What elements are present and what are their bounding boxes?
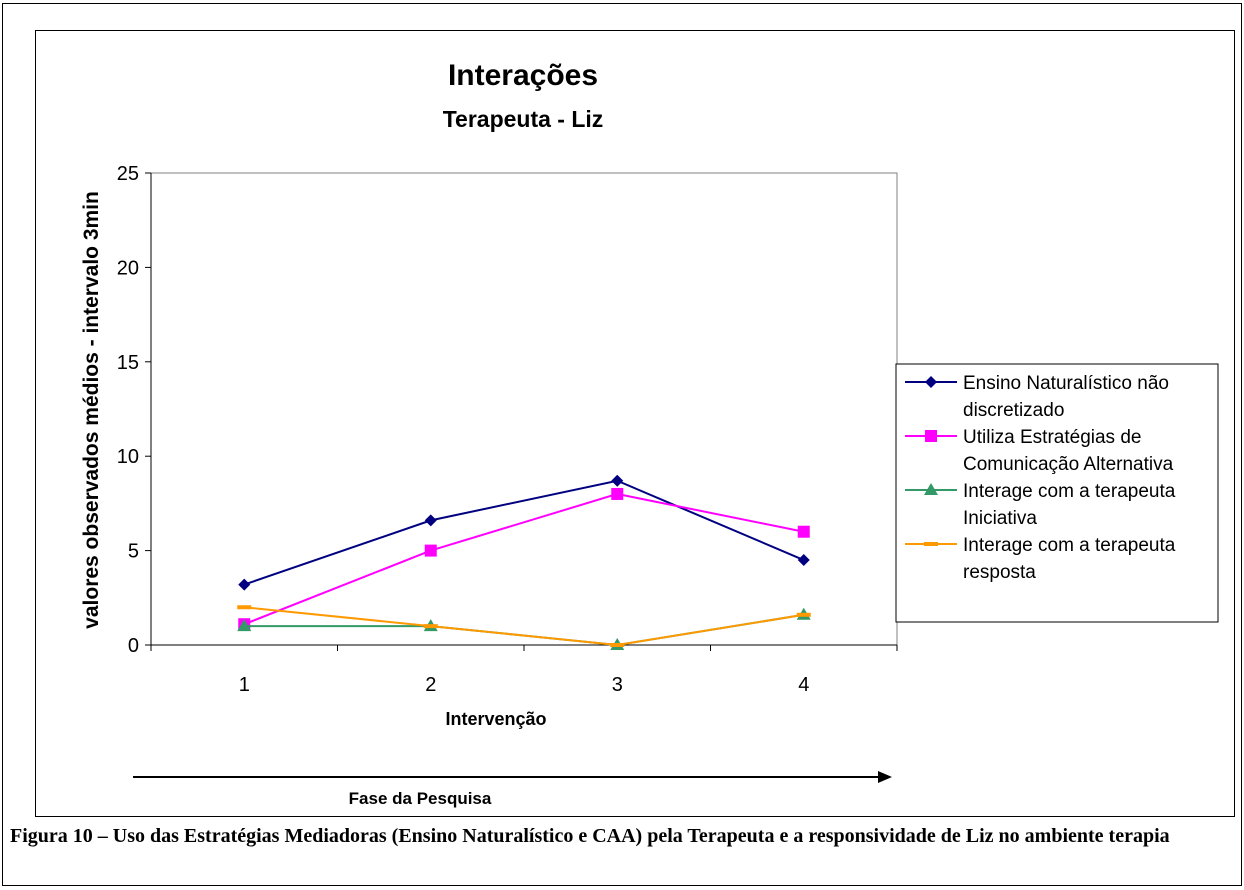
series-1-point [424, 514, 437, 527]
series-2-line [243, 492, 804, 626]
y-axis-label: valores observados médios - intervalo 3m… [80, 191, 103, 629]
legend-label-4: Interage com a terapeuta [963, 535, 1176, 556]
series-4-point [423, 624, 438, 629]
x-tick-label: 1 [239, 674, 250, 696]
series-3-line [244, 613, 804, 647]
phase-arrow [133, 771, 892, 783]
x-axis-label: Intervenção [445, 709, 546, 729]
series-4-line [244, 606, 804, 647]
y-tick-label: 15 [117, 352, 139, 374]
phase-label: Fase da Pesquisa [349, 789, 492, 808]
legend-marker-2 [925, 430, 937, 442]
legend-label-3: Interage com a terapeuta [963, 481, 1176, 502]
legend-label-2: Utiliza Estratégias de [963, 427, 1141, 448]
y-tick-label: 5 [128, 541, 139, 563]
legend-label-3: Iniciativa [963, 508, 1037, 529]
series-4 [237, 605, 811, 647]
y-axis: 0 5 10 15 20 25 [117, 163, 152, 657]
series-4-point [796, 612, 811, 617]
x-tick-label: 4 [798, 674, 809, 696]
series-1-point [797, 554, 810, 567]
series-1-line [243, 479, 805, 586]
x-tick-label: 3 [612, 674, 623, 696]
legend-marker-1 [925, 376, 937, 388]
y-tick-label: 25 [117, 163, 139, 185]
legend-marker-3 [924, 483, 938, 495]
legend-box [895, 363, 1219, 623]
chart-frame [35, 30, 1235, 817]
legend-label-2: Comunicação Alternativa [963, 454, 1174, 475]
legend: Ensino Naturalístico não discretizado Util… [905, 373, 1176, 583]
series-1 [238, 474, 810, 591]
legend-label-1: Ensino Naturalístico não [963, 373, 1169, 394]
series-3-point [237, 619, 252, 632]
series-2-point [797, 525, 810, 538]
series-2-point [611, 487, 624, 500]
series-2 [238, 487, 810, 631]
y-tick-label: 0 [128, 635, 139, 657]
series-4-point [610, 643, 625, 647]
line-chart: Interações Terapeuta - Liz 0 5 10 15 20 25 1 2… [80, 59, 1219, 808]
legend-label-1: discretizado [963, 400, 1064, 421]
figure-caption: Figura 10 – Uso das Estratégias Mediador… [10, 825, 1170, 847]
series-layer [237, 474, 811, 650]
series-4-point [237, 605, 252, 610]
chart-title: Interações [448, 59, 598, 92]
series-3 [237, 607, 811, 650]
chart-subtitle: Terapeuta - Liz [443, 106, 604, 132]
y-tick-label: 20 [117, 257, 139, 279]
plot-area [150, 172, 898, 646]
x-axis: 1 2 3 4 [150, 644, 898, 696]
x-tick-label: 2 [425, 674, 436, 696]
legend-marker-4 [924, 542, 938, 546]
series-2-point [424, 544, 437, 557]
series-1-point [611, 474, 624, 487]
y-tick-label: 10 [117, 446, 139, 468]
figure-frame [2, 3, 1242, 886]
series-1-point [238, 578, 251, 591]
legend-label-4: resposta [963, 562, 1036, 583]
